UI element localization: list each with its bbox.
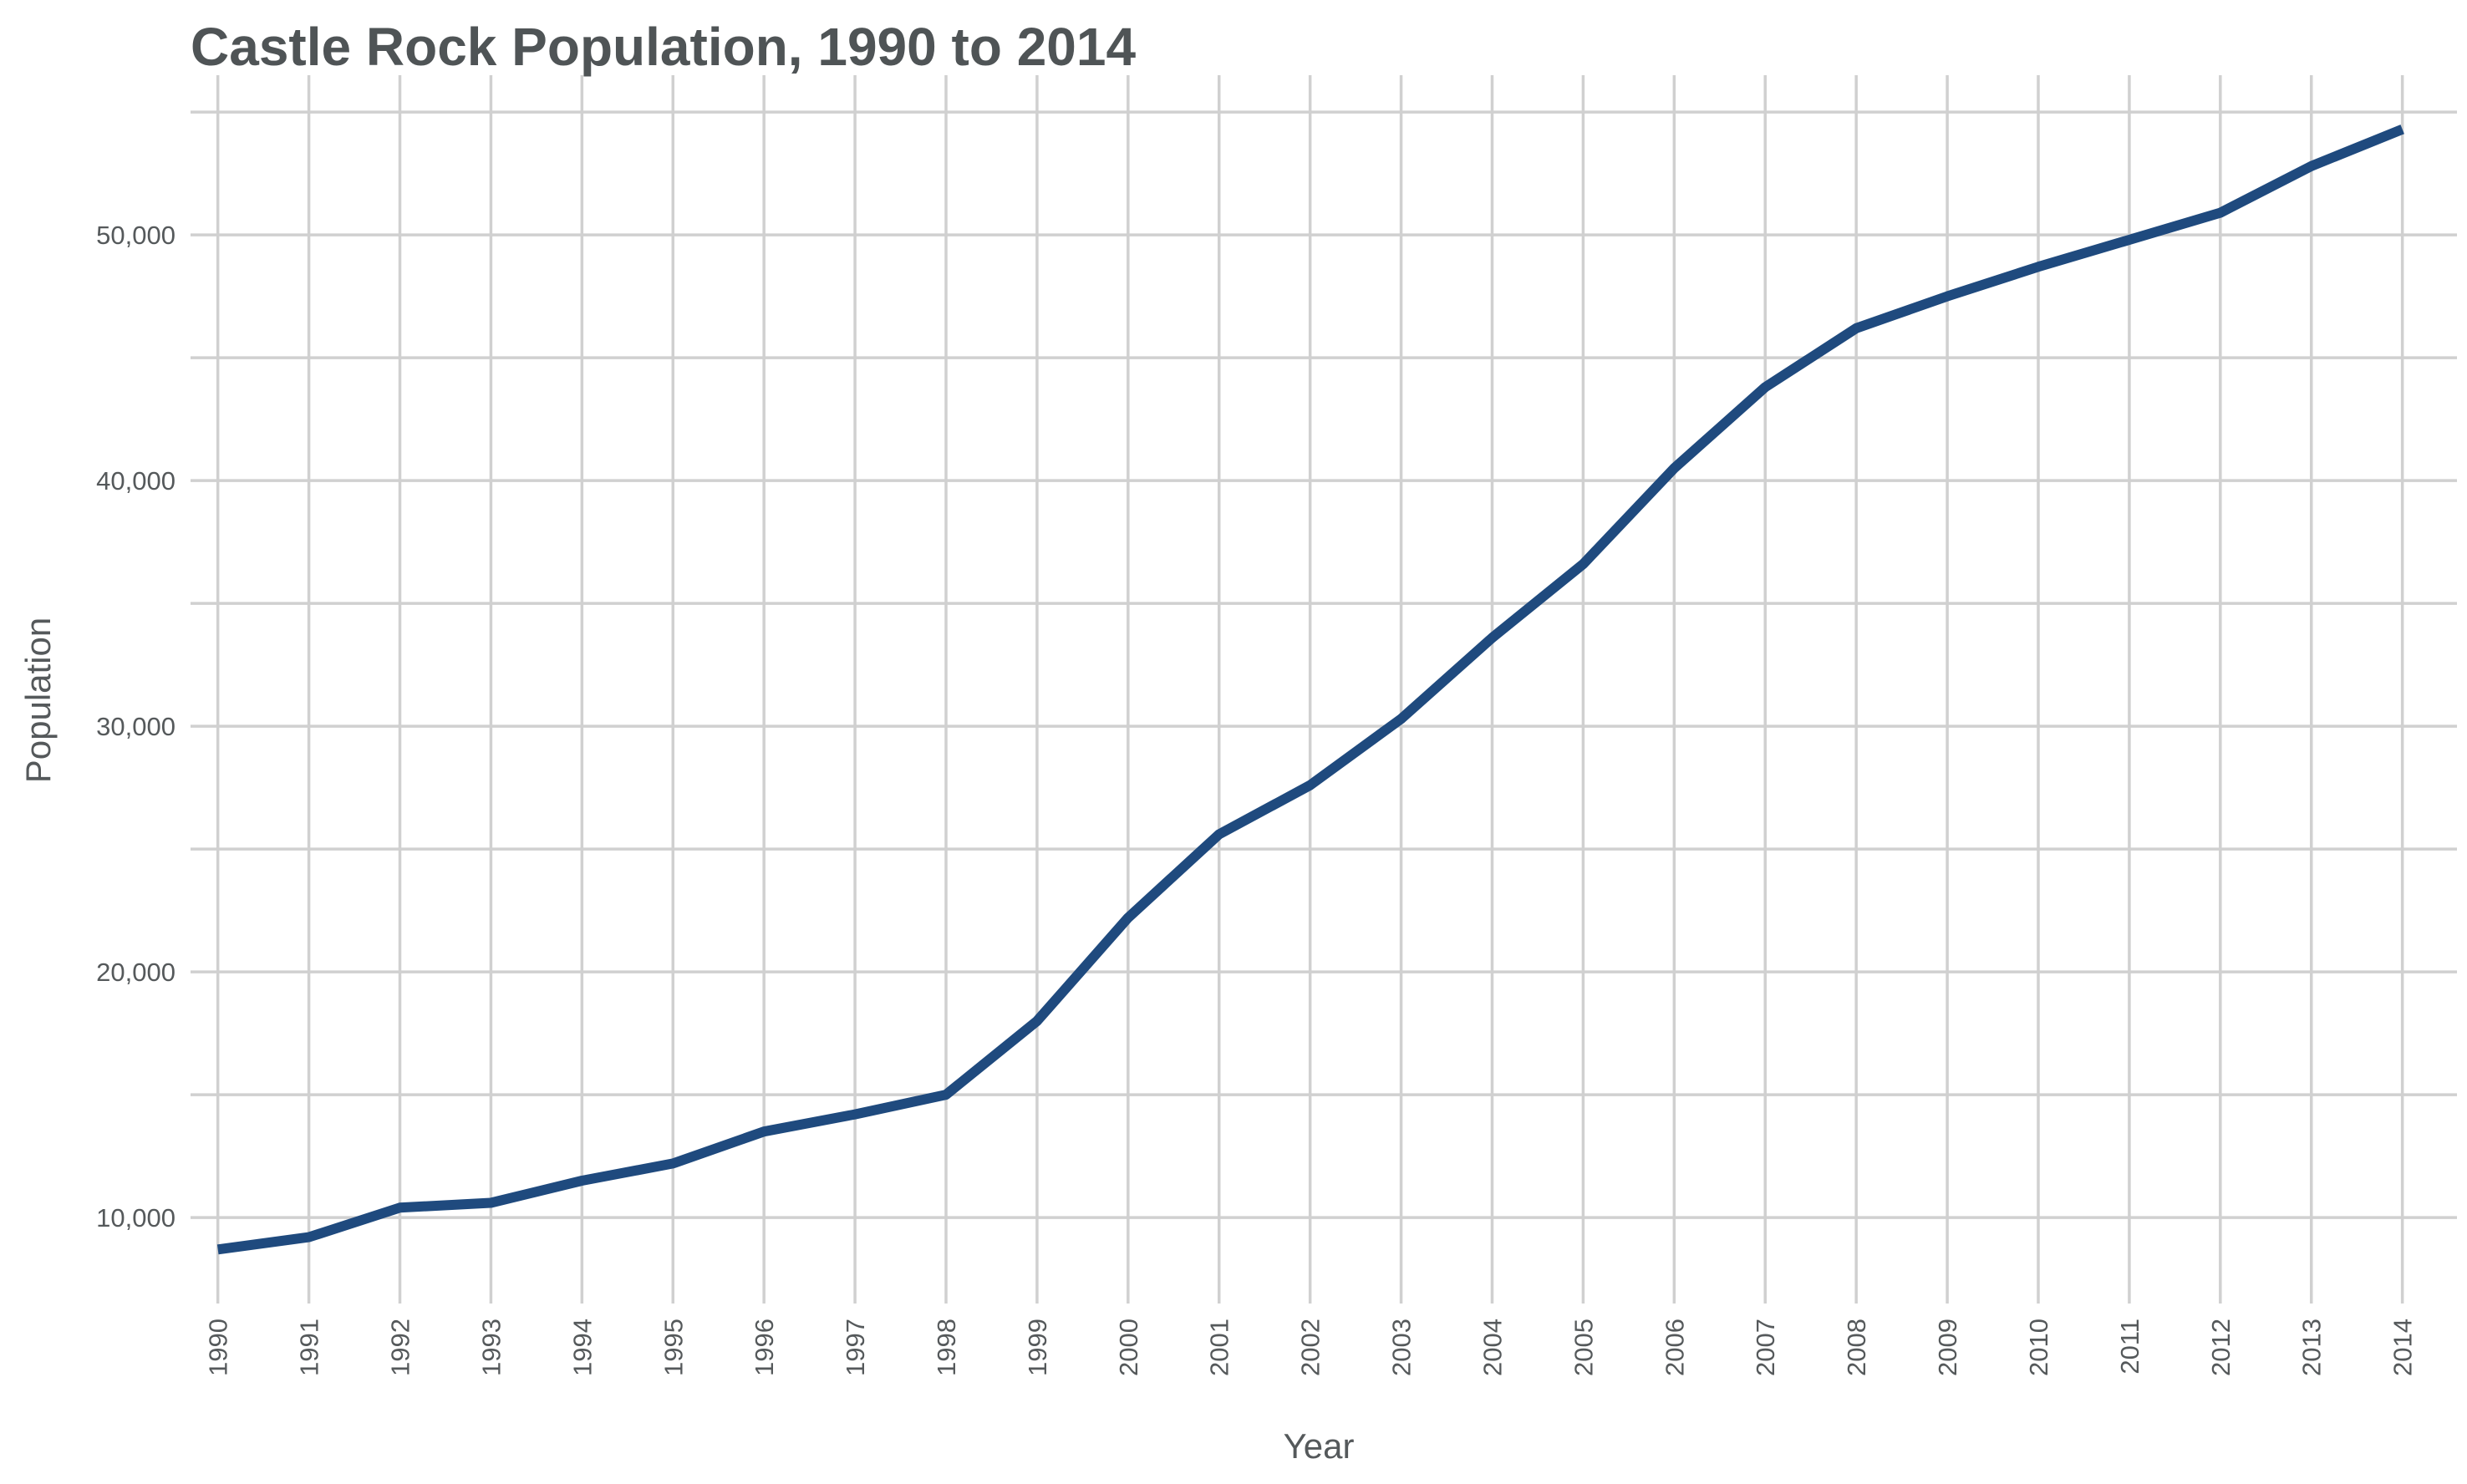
- x-tick-label: 1992: [386, 1319, 415, 1376]
- x-tick-label: 2007: [1751, 1319, 1780, 1376]
- x-tick-label: 1999: [1023, 1319, 1052, 1376]
- x-tick-label: 1993: [476, 1319, 506, 1376]
- y-tick-label: 20,000: [96, 958, 175, 987]
- x-tick-label: 2002: [1296, 1319, 1325, 1376]
- y-axis-title: Population: [18, 617, 58, 784]
- x-tick-label: 2011: [2115, 1319, 2144, 1375]
- grid: [191, 75, 2457, 1304]
- y-tick-label: 10,000: [96, 1203, 175, 1232]
- x-tick-label: 2005: [1569, 1319, 1598, 1376]
- y-tick-label: 50,000: [96, 221, 175, 250]
- x-tick-label: 1994: [567, 1319, 597, 1376]
- x-tick-label: 2014: [2388, 1319, 2418, 1376]
- x-tick-label: 2003: [1387, 1319, 1417, 1376]
- x-tick-label: 2010: [2024, 1319, 2053, 1376]
- x-tick-label: 2012: [2206, 1319, 2236, 1376]
- x-tick-label: 1995: [659, 1319, 688, 1376]
- y-tick-label: 30,000: [96, 712, 175, 741]
- x-tick-label: 1996: [750, 1319, 779, 1376]
- x-tick-label: 2000: [1114, 1319, 1143, 1376]
- chart-title: Castle Rock Population, 1990 to 2014: [191, 17, 1136, 77]
- x-axis-tick-labels: 1990 1991 1992 1993 1994 1995 1996 1997 1998 1999…: [204, 1319, 2418, 1376]
- x-tick-label: 2013: [2297, 1319, 2327, 1376]
- x-tick-label: 2004: [1478, 1319, 1507, 1376]
- x-axis-title: Year: [1284, 1426, 1355, 1466]
- x-tick-label: 2001: [1205, 1319, 1234, 1376]
- y-axis-tick-labels: 10,000 20,000 30,000 40,000 50,000: [96, 221, 175, 1232]
- y-tick-label: 40,000: [96, 466, 175, 496]
- x-tick-label: 1991: [295, 1319, 324, 1376]
- x-tick-label: 1998: [932, 1319, 961, 1376]
- population-line: [216, 125, 2404, 1255]
- x-tick-label: 2009: [1933, 1319, 1962, 1376]
- series: [216, 125, 2404, 1255]
- x-tick-label: 2008: [1842, 1319, 1871, 1376]
- x-tick-label: 2006: [1660, 1319, 1689, 1376]
- x-tick-label: 1990: [204, 1319, 233, 1376]
- x-tick-label: 1997: [841, 1319, 870, 1376]
